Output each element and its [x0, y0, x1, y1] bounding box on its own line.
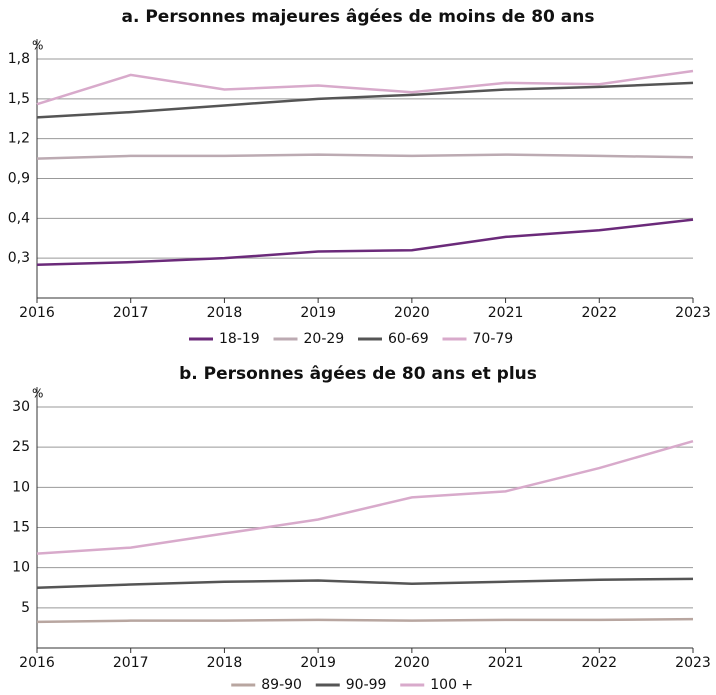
y-tick-label: 15 — [12, 520, 30, 536]
y-tick-label: 10 — [12, 479, 30, 495]
x-tick-label: 2023 — [675, 655, 711, 671]
legend-label: 89-90 — [261, 677, 302, 693]
y-tick-label: 30 — [12, 399, 30, 415]
x-tick-label: 2018 — [207, 305, 243, 321]
series-line — [36, 81, 694, 119]
x-tick-label: 2019 — [300, 655, 336, 671]
legend-label: 60-69 — [388, 331, 429, 347]
chart-title: b. Personnes âgées de 80 ans et plus — [179, 364, 537, 384]
series-line — [36, 69, 694, 106]
series-line — [36, 617, 694, 624]
y-tick-label: 5 — [21, 600, 30, 616]
x-tick-label: 2016 — [19, 305, 55, 321]
legend-label: 20-29 — [304, 331, 345, 347]
series-line — [36, 577, 694, 589]
y-tick-label: 1,2 — [8, 131, 30, 147]
x-tick-label: 2022 — [581, 655, 617, 671]
x-tick-label: 2021 — [488, 305, 524, 321]
series-line — [36, 439, 694, 555]
y-tick-label: 1,5 — [8, 91, 30, 107]
y-tick-label: 0,9 — [8, 171, 30, 187]
legend-label: 90-99 — [346, 677, 387, 693]
x-tick-label: 2016 — [19, 655, 55, 671]
chart-title: a. Personnes majeures âgées de moins de … — [122, 7, 595, 27]
x-tick-label: 2020 — [394, 655, 430, 671]
x-tick-label: 2017 — [113, 305, 149, 321]
x-tick-label: 2021 — [488, 655, 524, 671]
x-tick-label: 2022 — [581, 305, 617, 321]
series-line — [36, 153, 694, 160]
series-line — [36, 218, 694, 267]
y-tick-label: 25 — [12, 439, 30, 455]
legend-label: 18-19 — [219, 331, 260, 347]
x-tick-label: 2018 — [207, 655, 243, 671]
x-tick-label: 2023 — [675, 305, 711, 321]
legend-label: 70-79 — [473, 331, 514, 347]
x-tick-label: 2020 — [394, 305, 430, 321]
y-tick-label: 10 — [12, 560, 30, 576]
y-axis-unit: % — [32, 39, 43, 53]
x-tick-label: 2017 — [113, 655, 149, 671]
x-tick-label: 2019 — [300, 305, 336, 321]
y-tick-label: 0,4 — [8, 210, 30, 226]
legend-label: 100 + — [430, 677, 473, 693]
y-tick-label: 1,8 — [8, 51, 30, 67]
y-axis-unit: % — [32, 387, 43, 401]
y-tick-label: 0,3 — [8, 250, 30, 266]
